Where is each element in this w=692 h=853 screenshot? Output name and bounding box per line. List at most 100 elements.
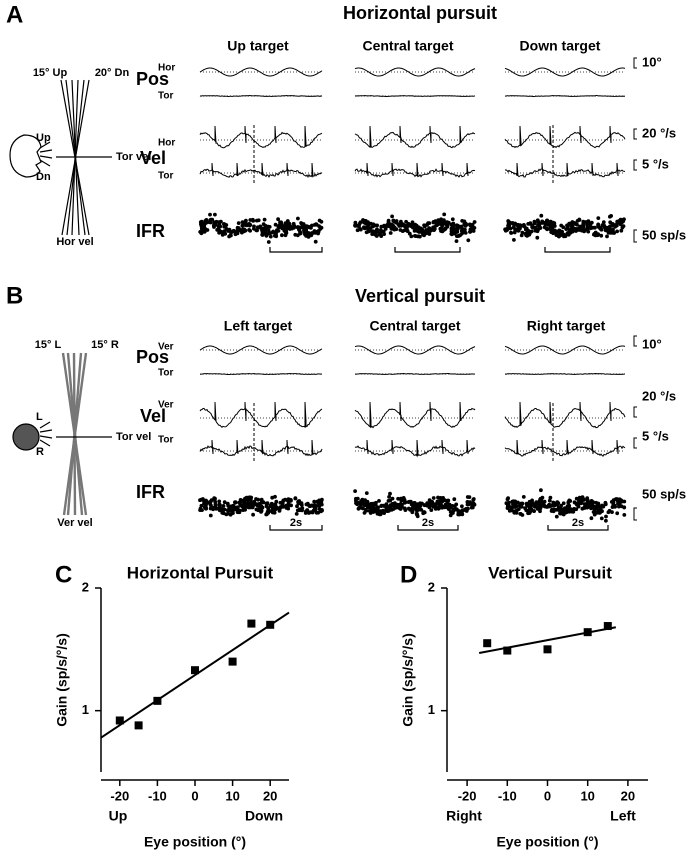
ifr-dot xyxy=(374,500,378,505)
ifr-dot xyxy=(408,222,413,227)
ifr-dot xyxy=(507,220,511,225)
ifr-dot xyxy=(361,218,365,222)
ifr-dot xyxy=(300,508,304,513)
ifr-dot xyxy=(307,504,312,509)
y-axis-label: Gain (sp/s/°/s) xyxy=(54,633,70,727)
ifr-dot xyxy=(551,509,556,514)
diagram-label: L xyxy=(36,411,43,423)
ifr-dot xyxy=(436,495,440,500)
ifr-dot xyxy=(217,499,222,504)
ifr-dot xyxy=(287,221,292,226)
ifr-dot xyxy=(217,222,222,227)
ifr-dot xyxy=(548,495,553,500)
ifr-dot xyxy=(472,226,477,230)
ifr-dot xyxy=(567,227,572,232)
ifr-dot xyxy=(575,222,579,227)
ifr-dot xyxy=(585,500,590,505)
ifr-dot xyxy=(367,502,371,507)
ifr-dot xyxy=(518,226,522,231)
ifr-dot xyxy=(608,214,612,219)
ifr-dot xyxy=(299,221,304,226)
ifr-dot xyxy=(299,503,304,507)
ifr-dot xyxy=(259,505,264,510)
diagram-label: Tor vel xyxy=(116,151,151,163)
ifr-dot xyxy=(217,225,221,230)
ifr-dot xyxy=(505,497,510,502)
ifr-dot xyxy=(442,212,447,217)
ifr-dot xyxy=(258,224,263,229)
ifr-dot xyxy=(314,510,319,515)
ifr-dot xyxy=(204,218,209,222)
ifr-dot xyxy=(567,503,572,508)
ifr-dot xyxy=(411,503,416,508)
data-point xyxy=(228,657,237,666)
data-point xyxy=(153,696,162,705)
ifr-dot xyxy=(457,509,462,513)
ifr-dot xyxy=(455,230,460,234)
ifr-dot xyxy=(358,227,363,232)
ifr-dot xyxy=(364,491,369,495)
ifr-dot xyxy=(213,504,218,508)
ifr-dot xyxy=(254,218,259,223)
ifr-dot xyxy=(304,509,308,514)
row-sublabel: Tor xyxy=(158,435,173,446)
ifr-dot xyxy=(260,233,265,237)
ifr-dot xyxy=(566,231,571,236)
ifr-dot xyxy=(410,509,415,514)
ifr-dot xyxy=(427,226,431,231)
ifr-dot xyxy=(318,499,323,504)
ifr-dot xyxy=(600,505,604,509)
ifr-dot xyxy=(621,224,626,229)
y-tick-label: 2 xyxy=(82,579,89,594)
ifr-dot xyxy=(213,496,217,501)
ifr-dot xyxy=(600,223,605,228)
ifr-dot xyxy=(306,235,311,239)
x-tick-label: 20 xyxy=(621,788,635,803)
column-heading: Right target xyxy=(527,318,606,334)
ifr-dot xyxy=(227,234,232,239)
ifr-dot xyxy=(241,498,246,503)
ifr-dot xyxy=(245,501,250,505)
ifr-dot xyxy=(309,226,313,230)
ifr-dot xyxy=(573,227,578,232)
static-layout xyxy=(9,79,112,516)
ifr-dot xyxy=(230,229,235,234)
ifr-dot xyxy=(537,222,542,227)
ifr-dot xyxy=(529,503,534,508)
ifr-dot xyxy=(302,223,307,228)
ifr-dot xyxy=(457,224,461,229)
ifr-dot xyxy=(506,503,510,508)
time-bar-label: 2s xyxy=(290,517,302,529)
ifr-dot xyxy=(312,499,317,504)
ifr-dot xyxy=(284,226,289,231)
trace xyxy=(199,162,323,179)
ifr-dot xyxy=(382,224,387,229)
x-direction-label: Right xyxy=(446,808,482,824)
ifr-dot xyxy=(511,221,516,226)
ifr-dot xyxy=(599,516,604,521)
ifr-dot xyxy=(247,504,252,508)
trace xyxy=(354,94,476,98)
ifr-dot xyxy=(208,499,213,504)
ifr-dot xyxy=(441,496,445,500)
ifr-dot xyxy=(200,508,204,512)
panel-letter: D xyxy=(400,561,417,588)
ifr-dot xyxy=(251,512,256,517)
ifr-dot xyxy=(312,230,317,235)
ifr-dot xyxy=(604,514,608,519)
x-tick-label: -20 xyxy=(458,788,477,803)
ifr-dot xyxy=(601,220,606,225)
ifr-dot xyxy=(254,507,259,512)
y-tick-label: 1 xyxy=(428,702,435,717)
ifr-dot xyxy=(596,216,601,221)
column-heading: Down target xyxy=(520,38,601,54)
ifr-dot xyxy=(262,217,267,222)
row-sublabel: Ver xyxy=(158,342,174,353)
ifr-dot xyxy=(520,223,525,228)
ifr-dot xyxy=(456,512,461,517)
time-bar xyxy=(544,247,611,253)
ifr-dot xyxy=(567,498,572,503)
ifr-dot xyxy=(415,234,420,239)
ifr-dot xyxy=(256,497,261,502)
trace xyxy=(354,67,476,77)
